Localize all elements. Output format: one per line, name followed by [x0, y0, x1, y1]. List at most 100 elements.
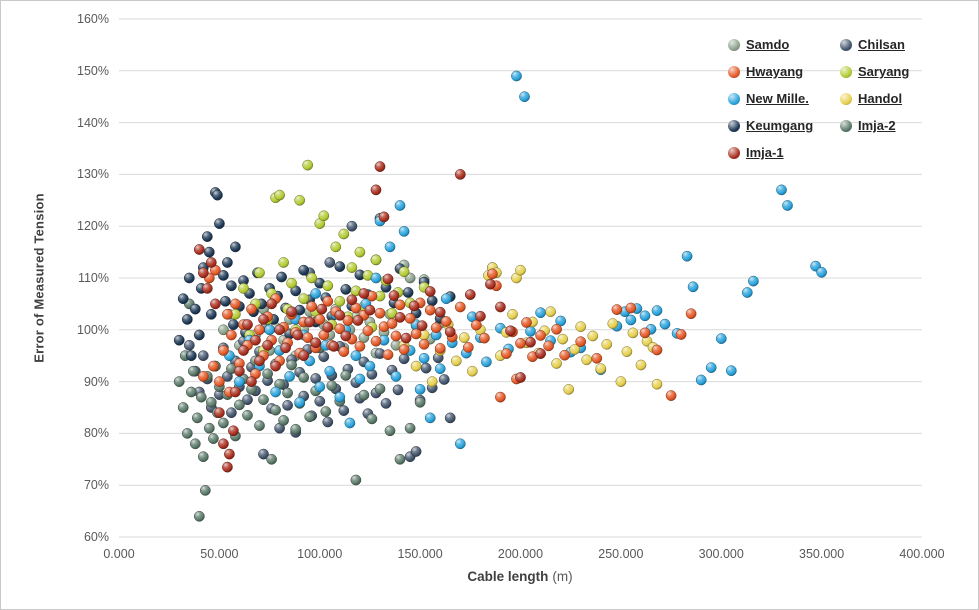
data-point-imja-2 [218, 417, 229, 429]
data-point-new-mille- [741, 287, 753, 298]
data-point-hwayang [306, 301, 318, 312]
legend-marker-icon [840, 92, 852, 105]
data-point-keumgang [402, 287, 414, 298]
data-point-imja-2 [366, 413, 378, 425]
data-point-new-mille- [324, 365, 336, 377]
data-point-imja-1 [193, 244, 205, 255]
data-point-new-mille- [639, 310, 651, 322]
legend: Samdo Hwayang New Mille. Keumgang Imja-1 Chil… [728, 31, 952, 166]
data-point-new-mille- [725, 365, 737, 377]
data-point-imja-1 [515, 372, 526, 383]
data-point-imja-2 [254, 420, 265, 431]
data-point-imja-1 [464, 289, 476, 300]
data-point-saryang [294, 194, 306, 206]
data-point-imja-1 [388, 290, 400, 301]
data-point-imja-1 [228, 425, 239, 437]
y-tick-label: 130% [77, 167, 109, 182]
x-tick-label: 200.000 [497, 547, 544, 561]
data-point-imja-2 [208, 433, 219, 444]
data-point-hwayang [302, 332, 314, 343]
legend-item-new-mille-: New Mille. [728, 91, 840, 106]
data-point-chilsan [420, 362, 432, 374]
data-point-keumgang [173, 334, 185, 346]
data-point-handol [635, 359, 647, 371]
data-point-hwayang [521, 317, 532, 328]
data-point-chilsan [258, 448, 269, 460]
data-point-hwayang [418, 338, 430, 350]
y-tick-label: 150% [77, 63, 109, 78]
data-point-imja-1 [197, 267, 209, 279]
data-point-handol [410, 360, 422, 372]
data-point-imja-1 [298, 350, 310, 362]
data-point-handol [450, 355, 462, 367]
legend-item-samdo: Samdo [728, 37, 840, 52]
data-point-imja-2 [384, 425, 396, 437]
data-point-imja-1 [485, 278, 496, 290]
data-point-hwayang [314, 314, 326, 325]
data-point-keumgang [426, 295, 438, 307]
data-point-imja-1 [266, 298, 277, 310]
data-point-saryang [334, 295, 346, 307]
data-point-new-mille- [344, 417, 356, 429]
data-point-new-mille- [264, 324, 275, 336]
data-point-hwayang [543, 340, 554, 352]
legend-item-handol: Handol [840, 91, 952, 106]
data-point-new-mille- [440, 293, 452, 305]
data-point-new-mille- [334, 391, 346, 403]
data-point-new-mille- [414, 384, 426, 395]
data-point-saryang [322, 280, 334, 292]
data-point-chilsan [324, 257, 336, 268]
data-point-imja-1 [316, 303, 328, 315]
data-point-imja-2 [197, 451, 209, 463]
data-point-imja-1 [454, 169, 466, 180]
data-point-new-mille- [748, 275, 759, 287]
data-point-keumgang [276, 271, 287, 283]
data-point-hwayang [214, 376, 225, 387]
data-point-new-mille- [695, 374, 707, 386]
data-point-imja-1 [270, 360, 281, 372]
data-point-imja-1 [258, 314, 269, 325]
data-point-imja-1 [394, 312, 406, 323]
data-point-handol [575, 321, 587, 333]
data-point-imja-2 [258, 394, 269, 406]
data-point-handol [507, 308, 518, 320]
data-point-hwayang [424, 304, 436, 316]
data-point-imja-1 [408, 300, 420, 312]
data-point-handol [466, 365, 478, 377]
data-point-handol [551, 358, 562, 369]
data-point-new-mille- [816, 266, 827, 278]
data-point-hwayang [454, 301, 466, 313]
data-point-keumgang [205, 308, 217, 320]
data-point-chilsan [183, 339, 195, 351]
data-point-new-mille- [519, 91, 530, 103]
legend-marker-icon [840, 38, 852, 51]
data-point-hwayang [559, 349, 571, 361]
data-point-saryang [354, 246, 366, 258]
x-axis-unit: (m) [552, 569, 573, 584]
legend-item-hwayang: Hwayang [728, 64, 840, 79]
data-point-handol [627, 327, 639, 339]
data-point-imja-1 [400, 332, 412, 344]
y-tick-label: 80% [83, 426, 109, 441]
data-point-keumgang [189, 303, 201, 315]
data-point-hwayang [362, 325, 374, 337]
data-point-saryang [346, 262, 358, 273]
data-point-keumgang [220, 295, 231, 307]
data-point-new-mille- [705, 362, 717, 373]
data-point-hwayang [685, 308, 697, 320]
legend-label: New Mille. [746, 91, 809, 106]
data-point-hwayang [222, 308, 233, 320]
data-point-new-mille- [398, 226, 410, 237]
data-point-saryang [318, 210, 330, 222]
data-point-saryang [306, 272, 318, 284]
x-axis-title: Cable length (m) [467, 569, 572, 584]
data-point-new-mille- [314, 381, 326, 393]
data-point-new-mille- [370, 272, 382, 284]
x-tick-label: 150.000 [397, 547, 443, 561]
data-point-chilsan [318, 351, 330, 363]
data-point-imja-1 [274, 324, 285, 336]
legend-marker-icon [840, 119, 852, 132]
data-point-imja-1 [352, 315, 364, 326]
x-tick-label: 400.000 [899, 547, 945, 561]
data-point-hwayang [535, 330, 546, 341]
